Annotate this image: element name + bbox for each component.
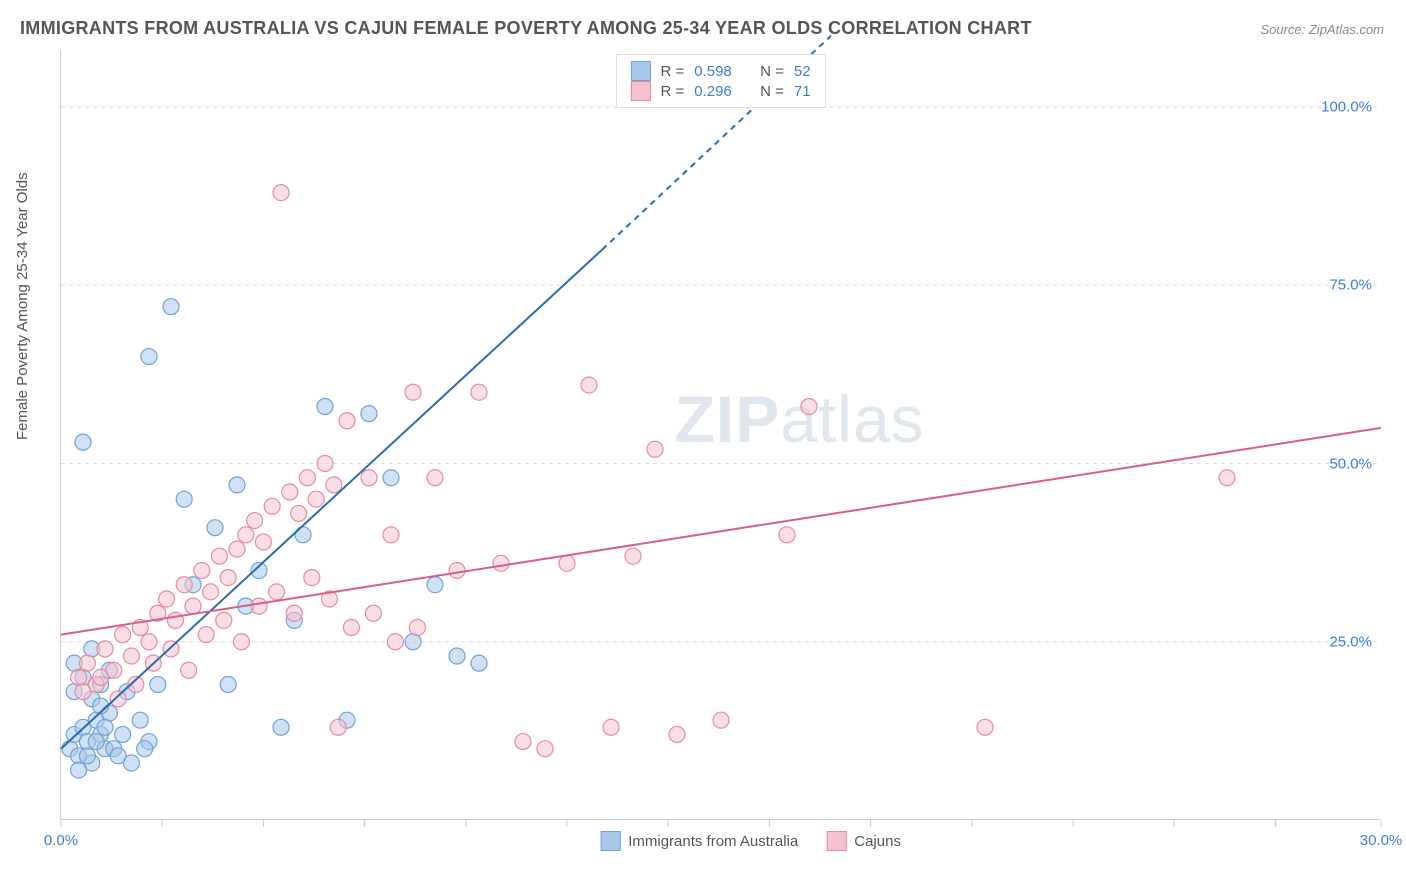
legend-swatch-icon bbox=[826, 831, 846, 851]
legend-swatch-icon bbox=[630, 81, 650, 101]
n-value: 71 bbox=[794, 83, 811, 100]
n-label: N = bbox=[760, 83, 784, 100]
n-label: N = bbox=[760, 63, 784, 80]
plot-area: ZIPatlas R =0.598 N =52R =0.296 N =71 Im… bbox=[60, 50, 1380, 820]
y-tick-label: 50.0% bbox=[1329, 455, 1372, 472]
legend-series-label: Immigrants from Australia bbox=[628, 833, 798, 850]
r-label: R = bbox=[660, 83, 684, 100]
r-value: 0.598 bbox=[694, 63, 732, 80]
legend-series-label: Cajuns bbox=[854, 833, 901, 850]
source-attribution: Source: ZipAtlas.com bbox=[1260, 22, 1384, 37]
legend-correlation-row: R = 0.296 N = 71 bbox=[630, 81, 810, 101]
y-tick-label: 25.0% bbox=[1329, 633, 1372, 650]
legend-correlation-box: R = 0.598 N = 52 R = 0.296 N = 71 bbox=[615, 54, 825, 108]
chart-container: IMMIGRANTS FROM AUSTRALIA VS CAJUN FEMAL… bbox=[0, 0, 1406, 892]
legend-series-item: Cajuns bbox=[826, 831, 901, 851]
r-label: R = bbox=[660, 63, 684, 80]
legend-correlation-row: R = 0.598 N = 52 bbox=[630, 61, 810, 81]
y-tick-label: 75.0% bbox=[1329, 277, 1372, 294]
legend-swatch-icon bbox=[630, 61, 650, 81]
y-tick-label: 100.0% bbox=[1321, 99, 1372, 116]
x-tick-label: 30.0% bbox=[1360, 832, 1403, 849]
x-tick-label: 0.0% bbox=[44, 832, 78, 849]
legend-series: Immigrants from Australia Cajuns bbox=[600, 831, 901, 851]
plot-svg bbox=[61, 50, 1380, 819]
legend-series-item: Immigrants from Australia bbox=[600, 831, 798, 851]
n-value: 52 bbox=[794, 63, 811, 80]
legend-swatch-icon bbox=[600, 831, 620, 851]
r-value: 0.296 bbox=[694, 83, 732, 100]
chart-title: IMMIGRANTS FROM AUSTRALIA VS CAJUN FEMAL… bbox=[20, 18, 1032, 39]
y-axis-label: Female Poverty Among 25-34 Year Olds bbox=[14, 172, 31, 440]
